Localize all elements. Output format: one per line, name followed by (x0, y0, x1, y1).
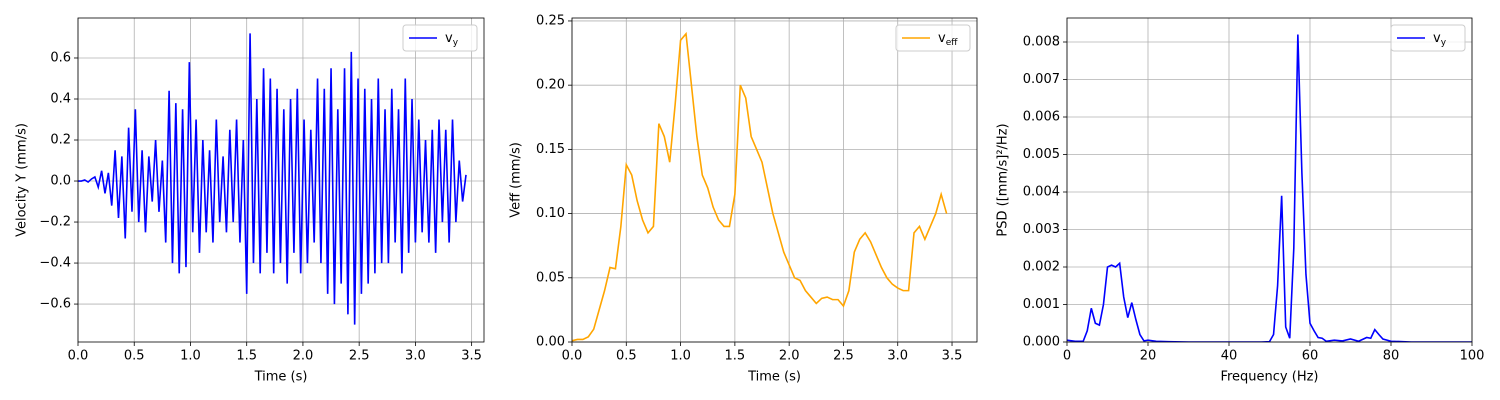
legend: veff (895, 24, 971, 52)
y-tick-label: 0.008 (1023, 35, 1060, 50)
legend-box (1390, 24, 1466, 52)
x-tick-label: 40 (1221, 349, 1238, 364)
y-tick-label: 0.10 (536, 206, 565, 221)
y-tick-label: −0.2 (39, 215, 71, 230)
x-tick-label: 3.0 (405, 349, 426, 364)
y-tick-label: 0.0 (50, 174, 71, 189)
y-tick-label: 0.001 (1023, 297, 1060, 312)
y-axis-label: PSD ([mm/s]²/Hz) (996, 123, 1011, 236)
x-tick-label: 20 (1140, 349, 1157, 364)
y-tick-label: 0.20 (536, 78, 565, 93)
data-line (1067, 34, 1472, 342)
axes-frame (1066, 17, 1473, 343)
data-line (572, 31, 948, 342)
legend-label: vy (445, 31, 459, 48)
x-tick-label: 0.0 (68, 349, 89, 364)
x-tick-label: 0.5 (616, 349, 637, 364)
y-tick-label: 0.25 (536, 13, 565, 28)
axes-frame (571, 17, 978, 343)
y-tick-label: 0.006 (1023, 110, 1060, 125)
x-tick-label: 2.5 (833, 349, 854, 364)
y-tick-label: 0.05 (536, 270, 565, 285)
x-tick-label: 2.0 (293, 349, 314, 364)
y-tick-label: 0.000 (1023, 335, 1060, 350)
x-tick-label: 2.0 (779, 349, 800, 364)
x-tick-label: 0.5 (124, 349, 145, 364)
x-tick-label: 80 (1383, 349, 1400, 364)
y-tick-label: 0.6 (50, 50, 71, 65)
x-tick-label: 2.5 (349, 349, 370, 364)
y-tick-label: −0.4 (39, 256, 71, 271)
x-axis-label: Time (s) (747, 370, 801, 385)
axes-frame (77, 17, 485, 343)
legend-box (402, 24, 478, 52)
legend-label: veff (938, 31, 958, 48)
subplot: 0.0 0.5 1.0 1.5 2.0 2.5 3.0 3.5 −0.6 −0.4 −0.2 0.0 0… (15, 17, 485, 385)
x-tick-label: 1.0 (180, 349, 201, 364)
y-tick-label: 0.4 (50, 92, 71, 107)
x-tick-label: 1.5 (725, 349, 746, 364)
legend: vy (1390, 24, 1466, 52)
x-axis-label: Frequency (Hz) (1220, 370, 1318, 385)
y-tick-label: 0.00 (536, 335, 565, 350)
y-axis-label: Velocity Y (mm/s) (15, 123, 30, 237)
x-tick-label: 0 (1063, 349, 1071, 364)
x-tick-label: 3.5 (942, 349, 963, 364)
x-tick-label: 60 (1302, 349, 1319, 364)
y-tick-label: −0.6 (39, 297, 71, 312)
subplot: 0.0 0.5 1.0 1.5 2.0 2.5 3.0 3.5 0.00 0.05 0.10 0.15… (509, 13, 978, 385)
x-tick-label: 0.0 (562, 349, 583, 364)
legend: vy (402, 24, 478, 52)
y-tick-label: 0.004 (1023, 185, 1060, 200)
x-tick-label: 1.0 (670, 349, 691, 364)
y-tick-label: 0.002 (1023, 260, 1060, 275)
y-tick-label: 0.15 (536, 142, 565, 157)
y-tick-label: 0.2 (50, 133, 71, 148)
x-tick-label: 1.5 (236, 349, 257, 364)
y-tick-label: 0.007 (1023, 72, 1060, 87)
x-tick-label: 100 (1460, 349, 1485, 364)
x-axis-label: Time (s) (254, 370, 308, 385)
y-tick-label: 0.003 (1023, 222, 1060, 237)
y-axis-label: Veff (mm/s) (509, 142, 524, 218)
legend-label: vy (1433, 31, 1447, 48)
legend-box (895, 24, 971, 52)
subplot: 0 20 40 60 80 100 0.000 0.001 0.002 0.003 0.004 0.0… (996, 17, 1485, 385)
data-line (78, 33, 467, 325)
x-tick-label: 3.5 (461, 349, 482, 364)
y-tick-label: 0.005 (1023, 147, 1060, 162)
x-tick-label: 3.0 (887, 349, 908, 364)
